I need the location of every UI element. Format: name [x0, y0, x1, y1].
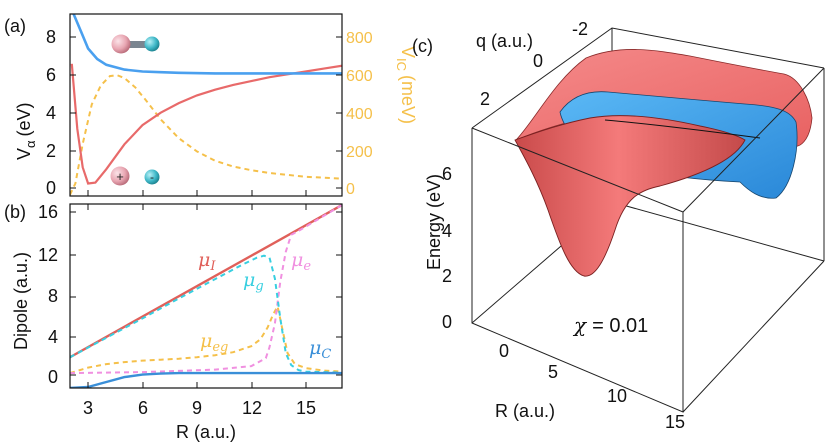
tick-a-left-6: 6 [46, 65, 56, 85]
panel-a-label: (a) [4, 16, 26, 36]
series-a-coupling [70, 74, 342, 196]
panel-a-left-ticks: 8 6 4 2 0 [46, 27, 56, 198]
tick-a-right-400: 400 [346, 106, 373, 123]
tick-c-q-2: 2 [480, 89, 490, 109]
panel-c-qticks: -2 0 2 [480, 19, 588, 109]
panel-c-zticks: 6 4 2 0 [442, 164, 452, 332]
minus-charge-label: - [150, 170, 154, 184]
tick-a-left-0: 0 [46, 178, 56, 198]
tick-b-0: 0 [48, 367, 58, 387]
panel-b-xlabel: R (a.u.) [176, 422, 236, 442]
series-mu-C [70, 371, 342, 388]
panel-b-tickmarks [70, 204, 342, 388]
series-mu-I [70, 204, 342, 359]
panel-b-series-labels: μI μg μe μeg μC [198, 249, 331, 362]
tick-a-right-800: 800 [346, 30, 373, 47]
tick-c-z-6: 6 [442, 164, 452, 184]
panel-b-xticks: 3 6 9 12 15 [83, 398, 316, 418]
tick-c-r-0: 0 [499, 341, 509, 361]
panel-c-rticks: 0 5 10 15 [499, 341, 685, 432]
panel-c-zlabel: Energy (eV) [424, 174, 444, 270]
label-mu-eg: μeg [200, 330, 228, 355]
series-mu-eg [70, 303, 342, 375]
panel-c-rlabel: R (a.u.) [495, 401, 555, 421]
box-front-edges [471, 67, 825, 413]
series-a-covalent [72, 14, 342, 75]
tick-b-4: 4 [48, 327, 58, 347]
series-mu-e [70, 204, 342, 375]
surface-crossing-line [604, 119, 761, 139]
panel-b-frame [69, 203, 343, 389]
panel-a-ylabel: Vα(eV) [14, 102, 38, 160]
tick-b-x-9: 9 [192, 398, 202, 418]
panel-b-ylabel: Dipole (a.u.) [11, 252, 31, 350]
panel-b-label: (b) [4, 202, 26, 222]
panel-b: (b) 16 12 8 4 0 3 6 9 12 15 R (a.u.) Dip… [4, 202, 343, 442]
tick-c-r-10: 10 [607, 386, 627, 406]
label-mu-g: μg [243, 269, 264, 294]
tick-b-16: 16 [38, 202, 58, 222]
tick-c-q-neg2: -2 [572, 19, 588, 39]
label-mu-I: μI [198, 249, 216, 274]
tick-a-left-8: 8 [46, 27, 56, 47]
tick-b-x-6: 6 [138, 398, 148, 418]
tick-b-x-15: 15 [296, 398, 316, 418]
panel-a-right-ticks: 800 600 400 200 0 [346, 30, 373, 198]
tick-b-x-12: 12 [242, 398, 262, 418]
tick-a-left-2: 2 [46, 141, 56, 161]
panel-c: (c) 6 4 2 0 Energy (eV) [412, 19, 825, 432]
label-mu-e: μe [291, 249, 311, 274]
series-mu-g [70, 254, 342, 374]
panel-a: (a) 8 6 4 2 0 800 600 400 200 0 Vα(eV) V… [4, 13, 418, 198]
ionic-molecule-icon: + - [110, 166, 160, 186]
tick-a-right-0: 0 [346, 181, 355, 198]
tick-c-r-15: 15 [665, 412, 685, 432]
tick-c-z-4: 4 [442, 221, 452, 241]
panel-c-label: (c) [412, 36, 433, 56]
panel-a-ylabel-right: VIC(meV) [394, 46, 418, 124]
chi-annotation: χ = 0.01 [572, 313, 648, 337]
covalent-molecule-icon [111, 34, 160, 54]
tick-b-8: 8 [48, 286, 58, 306]
series-a-ionic [70, 63, 342, 185]
panel-a-frame [69, 13, 343, 197]
surface-ionic-well [514, 115, 746, 277]
tick-a-right-200: 200 [346, 144, 373, 161]
tick-c-z-2: 2 [442, 266, 452, 286]
plus-charge-label: + [116, 169, 124, 184]
panel-a-tickmarks [70, 36, 342, 196]
tick-b-12: 12 [38, 245, 58, 265]
panel-b-yticks: 16 12 8 4 0 [38, 202, 58, 387]
tick-a-left-4: 4 [46, 103, 56, 123]
tick-b-x-3: 3 [83, 398, 93, 418]
panel-c-qlabel: q (a.u.) [476, 31, 533, 51]
tick-c-q-0: 0 [533, 51, 543, 71]
label-mu-C: μC [309, 337, 331, 362]
tick-a-right-600: 600 [346, 68, 373, 85]
tick-c-r-5: 5 [548, 362, 558, 382]
tick-c-z-0: 0 [442, 312, 452, 332]
